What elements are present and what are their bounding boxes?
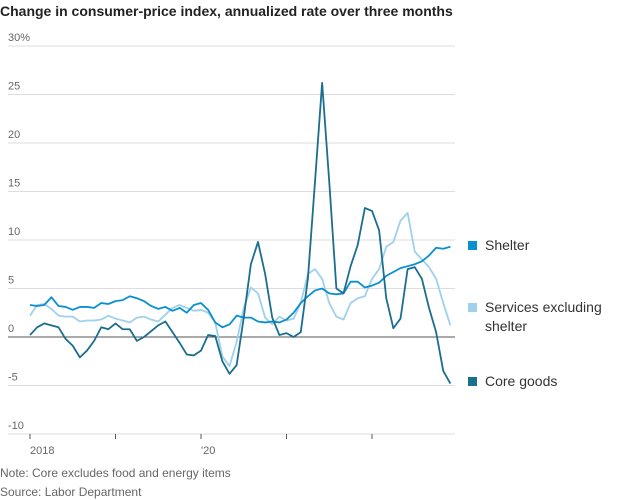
- y-tick-label: 15: [8, 178, 20, 190]
- y-tick-label: -5: [8, 372, 18, 384]
- x-tick-label: 2018: [30, 445, 54, 457]
- chart-title: Change in consumer-price index, annualiz…: [0, 3, 453, 19]
- source: Source: Labor Department: [0, 485, 142, 499]
- series-line: [29, 245, 451, 329]
- note: Note: Core excludes food and energy item…: [0, 466, 231, 480]
- series-line: [29, 81, 452, 385]
- y-tick-label: -10: [8, 420, 24, 432]
- legend-swatch: [468, 377, 477, 386]
- legend-item: Core goods: [468, 373, 615, 391]
- legend-label: Core goods: [485, 373, 558, 389]
- legend-swatch: [468, 241, 477, 250]
- series-line: [29, 211, 452, 367]
- x-tick-label: '20: [201, 445, 215, 457]
- y-tick-label: 20: [8, 129, 20, 141]
- legend-label: Services excluding shelter: [485, 299, 602, 334]
- y-tick-label: 25: [8, 81, 20, 93]
- y-tick-label: 30%: [8, 32, 30, 44]
- legend-label: Shelter: [485, 237, 530, 253]
- legend-item: Services excluding shelter: [468, 299, 615, 336]
- y-tick-label: 10: [8, 226, 20, 238]
- legend-swatch: [468, 303, 477, 312]
- y-tick-label: 5: [8, 275, 14, 287]
- legend-item: Shelter: [468, 237, 615, 255]
- y-tick-label: 0: [8, 323, 14, 335]
